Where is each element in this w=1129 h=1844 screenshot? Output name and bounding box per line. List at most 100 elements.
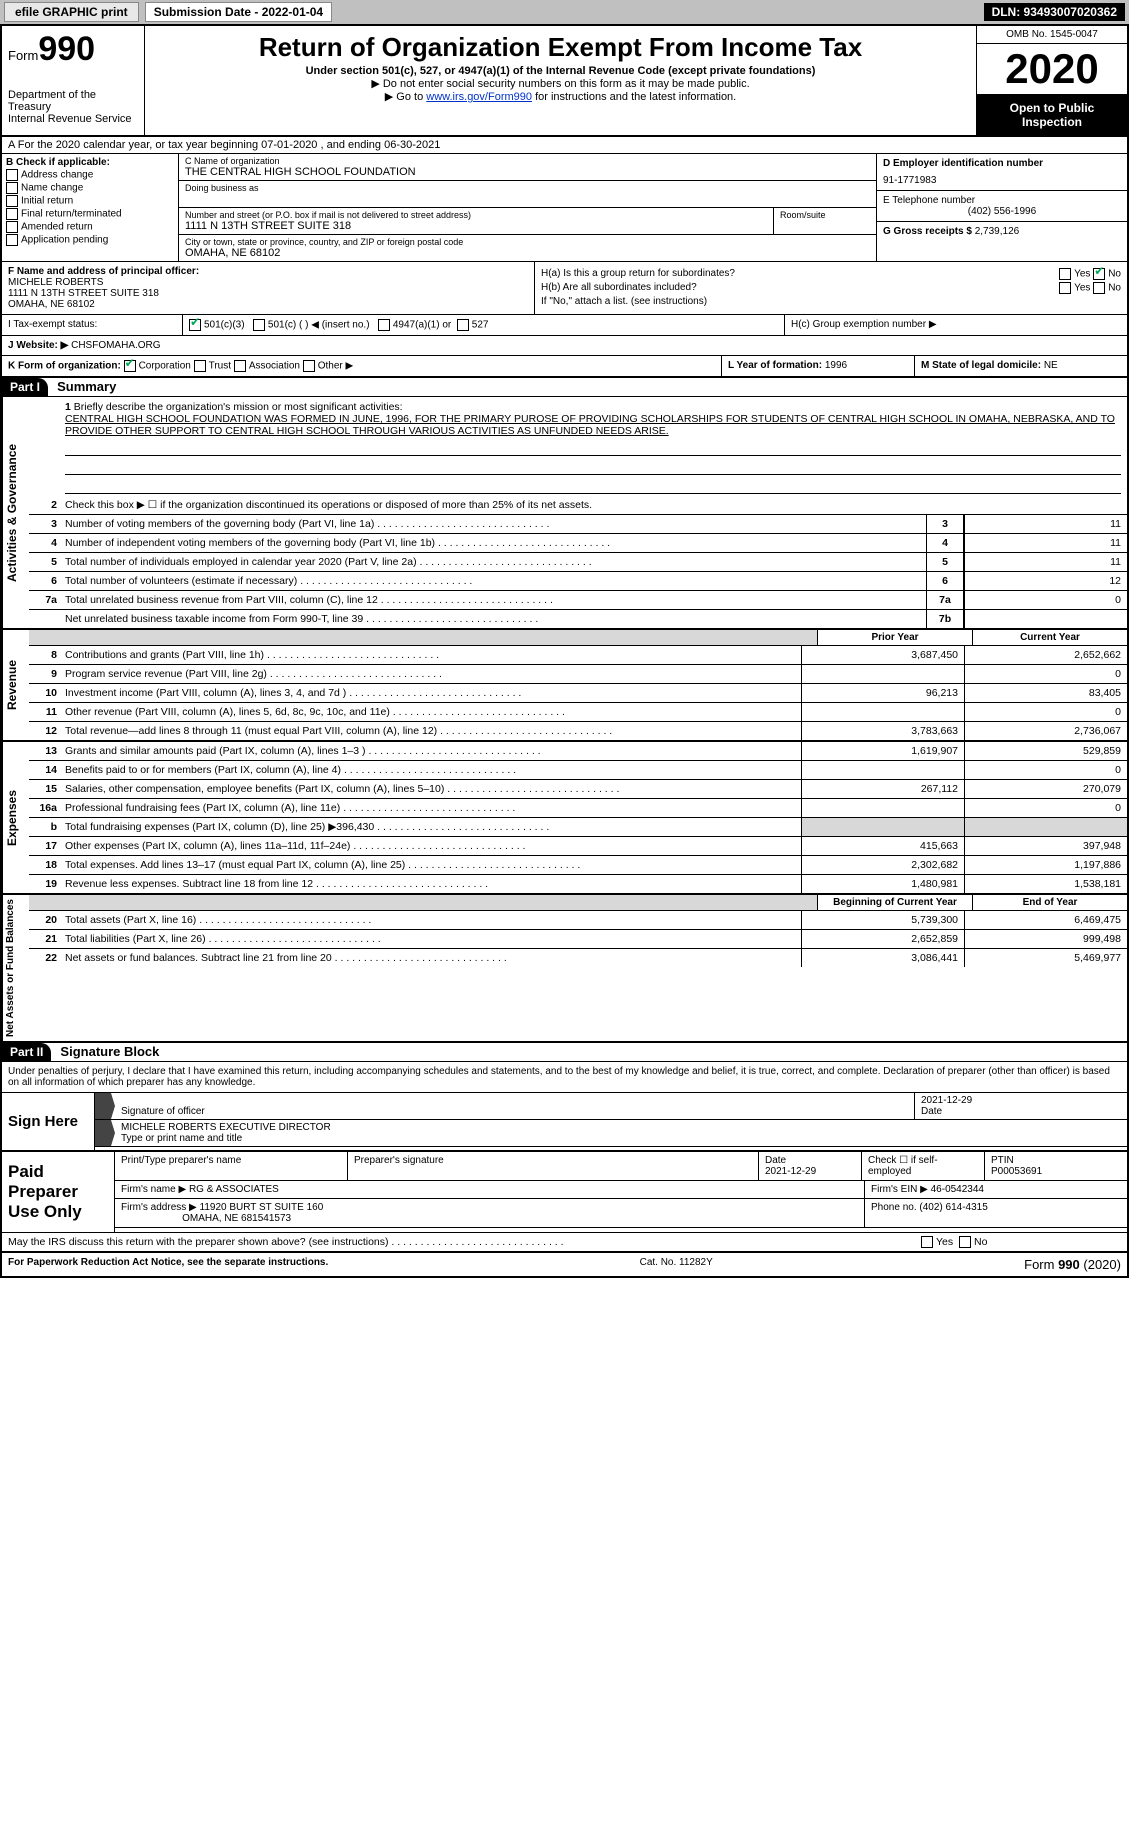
table-row: 11 Other revenue (Part VIII, column (A),… [29, 703, 1127, 722]
chk-address-change[interactable] [6, 169, 18, 181]
table-row: 19 Revenue less expenses. Subtract line … [29, 875, 1127, 893]
block-bcd: B Check if applicable: Address change Na… [2, 154, 1127, 262]
lbl-other: Other ▶ [318, 361, 353, 372]
year-formation: 1996 [825, 360, 847, 371]
table-row: 9 Program service revenue (Part VIII, li… [29, 665, 1127, 684]
preparer-sig-label: Preparer's signature [348, 1152, 759, 1180]
lbl-name-change: Name change [21, 183, 83, 194]
vtab-expenses: Expenses [2, 742, 29, 893]
table-row: 3 Number of voting members of the govern… [29, 515, 1127, 534]
prep-date-label: Date [765, 1155, 786, 1166]
mission-text: CENTRAL HIGH SCHOOL FOUNDATION WAS FORME… [65, 413, 1115, 437]
column-h: H(a) Is this a group return for subordin… [535, 262, 1127, 314]
lbl-final-return: Final return/terminated [21, 209, 122, 220]
chk-hb-no[interactable] [1093, 282, 1105, 294]
chk-initial-return[interactable] [6, 195, 18, 207]
exp-body: 13 Grants and similar amounts paid (Part… [29, 742, 1127, 893]
ag-body: 1 Briefly describe the organization's mi… [29, 397, 1127, 628]
table-row: 20 Total assets (Part X, line 16) 5,739,… [29, 911, 1127, 930]
open-to-public: Open to Public Inspection [977, 95, 1127, 135]
group-exemption-label: H(c) Group exemption number ▶ [784, 315, 1127, 335]
website-label: J Website: ▶ [8, 340, 68, 351]
table-row: 12 Total revenue—add lines 8 through 11 … [29, 722, 1127, 740]
k-row: K Form of organization: Corporation Trus… [2, 356, 1127, 378]
tax-exempt-options: 501(c)(3) 501(c) ( ) ◀ (insert no.) 4947… [183, 315, 784, 335]
chk-amended[interactable] [6, 221, 18, 233]
line2-text: Check this box ▶ ☐ if the organization d… [63, 497, 1127, 513]
irs-link[interactable]: www.irs.gov/Form990 [426, 91, 532, 103]
city-state-zip: OMAHA, NE 68102 [185, 247, 870, 259]
section-revenue: Revenue Prior YearCurrent Year 8 Contrib… [2, 630, 1127, 742]
chk-501c3[interactable] [189, 319, 201, 331]
chk-501c[interactable] [253, 319, 265, 331]
net-body: Beginning of Current YearEnd of Year 20 … [29, 895, 1127, 1041]
form-prefix: Form [8, 48, 38, 63]
officer-name: MICHELE ROBERTS [8, 277, 528, 288]
dln-label: DLN: 93493007020362 [984, 3, 1125, 21]
lbl-trust: Trust [209, 361, 231, 372]
ptin-label: PTIN [991, 1155, 1014, 1166]
part1-label: Part I [2, 378, 48, 396]
form-header: Form990 Department of the Treasury Inter… [2, 26, 1127, 137]
tax-year: 2020 [977, 44, 1127, 95]
chk-4947[interactable] [378, 319, 390, 331]
group-return-label: H(a) Is this a group return for subordin… [541, 268, 735, 280]
form-title: Return of Organization Exempt From Incom… [153, 32, 968, 63]
tax-exempt-row: I Tax-exempt status: 501(c)(3) 501(c) ( … [2, 315, 1127, 336]
table-row: 18 Total expenses. Add lines 13–17 (must… [29, 856, 1127, 875]
date-label: Date [921, 1106, 942, 1117]
vtab-net-assets: Net Assets or Fund Balances [2, 895, 29, 1041]
column-c: C Name of organization THE CENTRAL HIGH … [179, 154, 877, 261]
signature-officer-label: Signature of officer [121, 1106, 205, 1117]
type-name-label: Type or print name and title [121, 1133, 242, 1144]
hdr-current-year: Current Year [972, 630, 1127, 645]
table-row: 21 Total liabilities (Part X, line 26) 2… [29, 930, 1127, 949]
sign-here-wrap: Sign Here Signature of officer 2021-12-2… [2, 1093, 1127, 1150]
chk-may-no[interactable] [959, 1236, 971, 1248]
efile-print-button[interactable]: efile GRAPHIC print [4, 2, 139, 22]
arrow-icon [95, 1120, 115, 1146]
irs-label: Internal Revenue Service [8, 113, 138, 125]
chk-corp[interactable] [124, 360, 136, 372]
table-row: b Total fundraising expenses (Part IX, c… [29, 818, 1127, 837]
block-fgh: F Name and address of principal officer:… [2, 262, 1127, 315]
part1-bar: Part I Summary [2, 378, 1127, 397]
chk-final-return[interactable] [6, 208, 18, 220]
gross-receipts-value: 2,739,126 [975, 226, 1020, 237]
telephone-label: E Telephone number [883, 195, 1121, 206]
subordinates-label: H(b) Are all subordinates included? [541, 282, 697, 294]
org-name-label: C Name of organization [185, 156, 870, 166]
chk-trust[interactable] [194, 360, 206, 372]
form-page-number: Form 990 (2020) [1024, 1257, 1121, 1272]
addr-label: Number and street (or P.O. box if mail i… [185, 210, 767, 220]
chk-ha-no[interactable] [1093, 268, 1105, 280]
may-yes: Yes [936, 1236, 953, 1248]
sign-here-label: Sign Here [2, 1093, 95, 1150]
chk-ha-yes[interactable] [1059, 268, 1071, 280]
preparer-name-label: Print/Type preparer's name [115, 1152, 348, 1180]
ein-label: D Employer identification number [883, 158, 1043, 169]
website-row: J Website: ▶ CHSFOMAHA.ORG [2, 336, 1127, 356]
header-right: OMB No. 1545-0047 2020 Open to Public In… [976, 26, 1127, 135]
chk-527[interactable] [457, 319, 469, 331]
self-employed-check: Check ☐ if self-employed [862, 1152, 985, 1180]
form-number: Form990 [8, 30, 138, 69]
perjury-declaration: Under penalties of perjury, I declare th… [2, 1062, 1127, 1093]
chk-may-yes[interactable] [921, 1236, 933, 1248]
firm-phone: (402) 614-4315 [919, 1202, 987, 1213]
col-b-header: B Check if applicable: [6, 157, 110, 168]
chk-other[interactable] [303, 360, 315, 372]
chk-app-pending[interactable] [6, 234, 18, 246]
paid-preparer-label: Paid Preparer Use Only [2, 1152, 115, 1232]
mission-block: 1 Briefly describe the organization's mi… [29, 397, 1127, 496]
firm-name-label: Firm's name ▶ [121, 1184, 186, 1195]
omb-number: OMB No. 1545-0047 [977, 26, 1127, 44]
chk-name-change[interactable] [6, 182, 18, 194]
hdr-beginning-year: Beginning of Current Year [817, 895, 972, 910]
lbl-527: 527 [472, 320, 489, 331]
officer-name-title: MICHELE ROBERTS EXECUTIVE DIRECTOR [121, 1122, 331, 1133]
chk-assoc[interactable] [234, 360, 246, 372]
chk-hb-yes[interactable] [1059, 282, 1071, 294]
lbl-501c3: 501(c)(3) [204, 320, 245, 331]
table-row: 14 Benefits paid to or for members (Part… [29, 761, 1127, 780]
